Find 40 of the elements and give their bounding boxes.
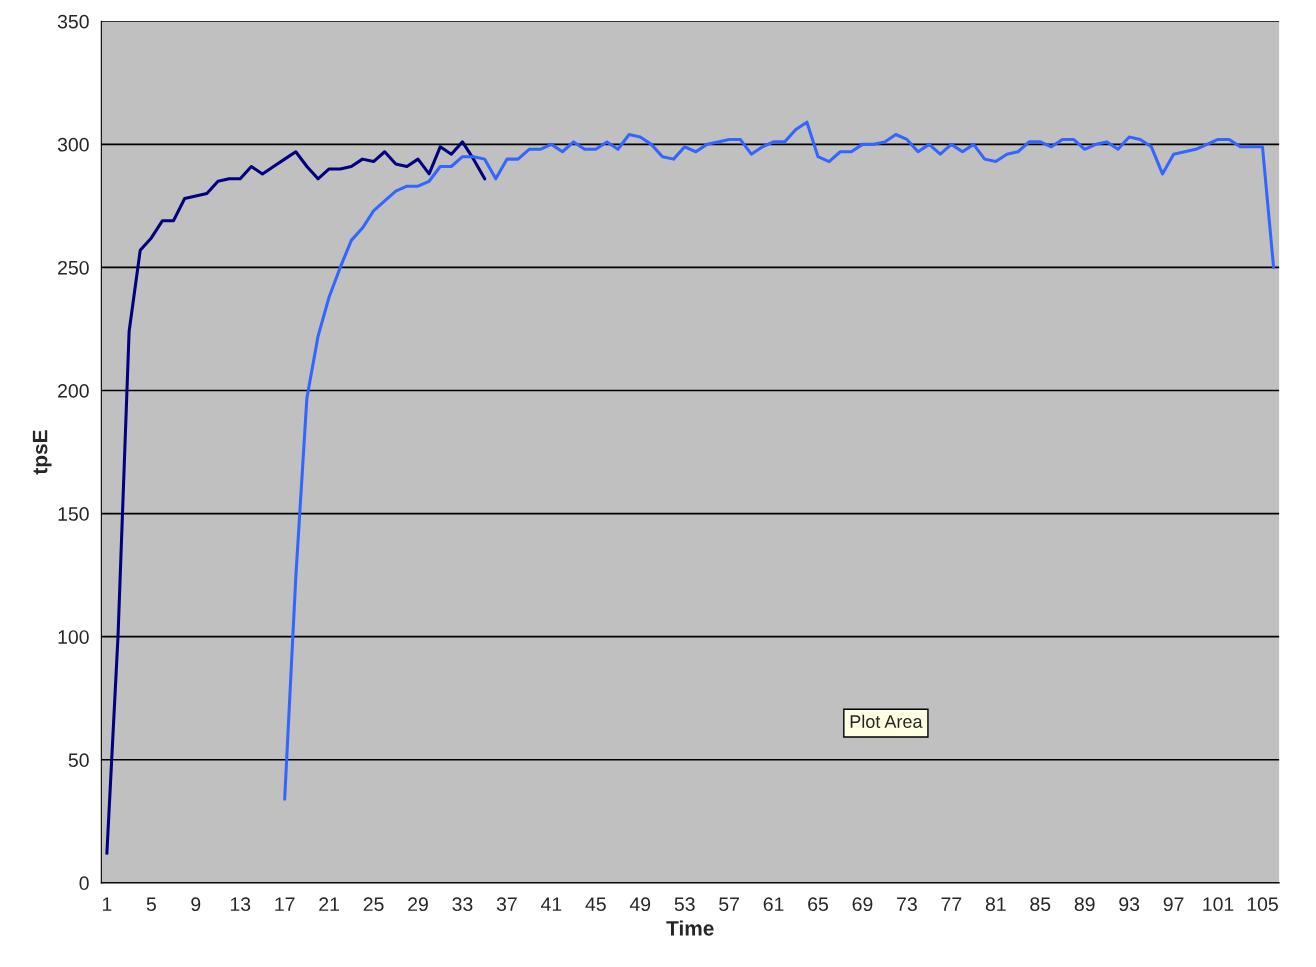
line-series xyxy=(283,120,1276,801)
x-tick-label: 89 xyxy=(1074,897,1095,912)
x-tick-label: 45 xyxy=(585,897,606,912)
x-tick-label: 53 xyxy=(674,897,695,912)
x-tick-label: 93 xyxy=(1119,897,1140,912)
x-tick-label: 97 xyxy=(1163,897,1184,912)
x-tick-label: 29 xyxy=(408,897,428,912)
x-tick-label: 77 xyxy=(941,897,962,911)
y-axis-title: tpsE xyxy=(32,430,52,475)
x-tick-label: 25 xyxy=(363,897,384,912)
x-tick-label: 37 xyxy=(496,897,517,912)
x-tick-label: 9 xyxy=(191,897,201,912)
x-tick-label: 101 xyxy=(1203,897,1234,912)
y-tick-label: 200 xyxy=(58,384,89,398)
x-tick-label: 13 xyxy=(230,897,251,912)
y-tick-label: 50 xyxy=(68,753,89,768)
y-tick-label: 300 xyxy=(57,137,89,152)
x-tick-label: 1 xyxy=(102,897,112,911)
annotation: Plot Area xyxy=(850,714,923,728)
x-tick-label: 85 xyxy=(1030,897,1051,912)
x-tick-label: 5 xyxy=(146,897,156,912)
line-series xyxy=(105,140,487,855)
x-tick-label: 69 xyxy=(852,897,873,912)
x-tick-label: 41 xyxy=(540,897,562,911)
x-tick-label: 105 xyxy=(1247,897,1278,912)
y-tick-label: 350 xyxy=(57,14,89,29)
x-tick-label: 57 xyxy=(719,897,739,912)
x-tick-label: 81 xyxy=(985,897,1006,912)
y-tick-label: 0 xyxy=(79,876,89,891)
y-tick-label: 250 xyxy=(58,260,89,275)
x-tick-label: 61 xyxy=(763,897,784,912)
y-tick-label: 150 xyxy=(58,507,89,521)
y-tick-label: 100 xyxy=(58,630,89,644)
x-tick-label: 17 xyxy=(275,897,295,911)
x-tick-label: 33 xyxy=(452,897,473,912)
x-tick-label: 73 xyxy=(897,897,917,912)
x-tick-label: 65 xyxy=(808,897,829,912)
x-tick-label: 21 xyxy=(319,897,339,911)
x-axis-title: Time xyxy=(666,920,714,936)
x-tick-label: 49 xyxy=(629,897,651,912)
